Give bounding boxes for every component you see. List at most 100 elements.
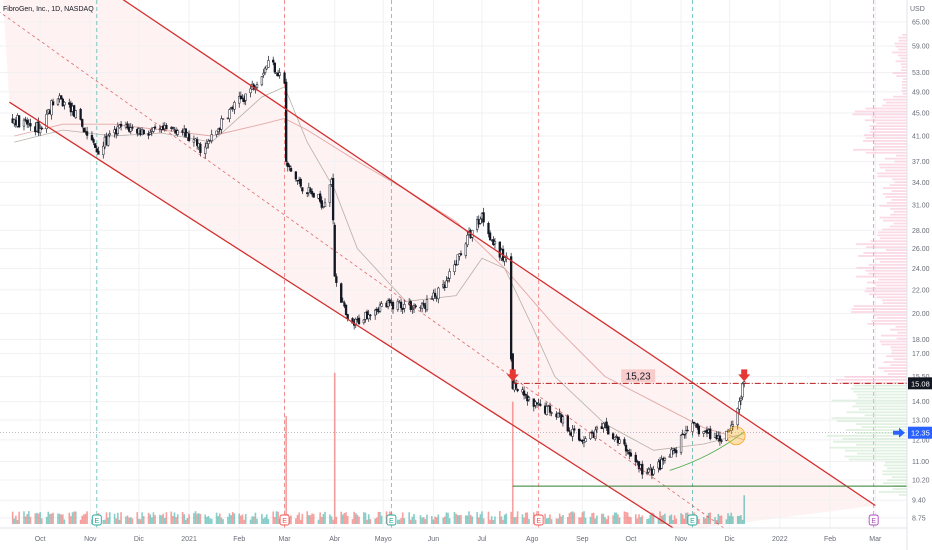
candle[interactable] [566, 414, 569, 433]
candle[interactable] [45, 109, 48, 133]
candle[interactable] [675, 447, 678, 458]
candle[interactable] [22, 117, 26, 131]
candle[interactable] [634, 452, 637, 467]
candle[interactable] [273, 62, 276, 74]
candle[interactable] [331, 173, 335, 225]
candle[interactable] [550, 411, 553, 417]
candle[interactable] [396, 298, 399, 312]
candle[interactable] [24, 116, 27, 123]
candle[interactable] [116, 122, 119, 136]
candle[interactable] [590, 429, 594, 434]
candle[interactable] [556, 412, 560, 418]
candle[interactable] [262, 68, 265, 78]
candle[interactable] [739, 395, 743, 406]
candle[interactable] [611, 432, 615, 440]
candle[interactable] [399, 298, 403, 312]
candle[interactable] [709, 425, 712, 441]
candle[interactable] [522, 386, 526, 400]
candle[interactable] [386, 298, 390, 310]
candle[interactable] [437, 286, 440, 304]
candle[interactable] [85, 126, 89, 140]
candle[interactable] [142, 129, 145, 135]
candle[interactable] [340, 282, 343, 303]
candle[interactable] [63, 101, 66, 110]
candle[interactable] [220, 115, 223, 134]
candle[interactable] [51, 98, 55, 106]
candle[interactable] [388, 298, 391, 307]
candle[interactable] [697, 424, 701, 437]
candle[interactable] [309, 186, 312, 195]
candle[interactable] [673, 448, 676, 454]
candle[interactable] [503, 256, 506, 266]
candle[interactable] [344, 304, 348, 316]
candle[interactable] [102, 141, 105, 159]
candle[interactable] [623, 437, 626, 447]
candle[interactable] [40, 125, 43, 130]
candle[interactable] [645, 468, 649, 476]
candle[interactable] [738, 397, 741, 414]
candle[interactable] [736, 407, 739, 430]
candle[interactable] [17, 115, 21, 129]
candle[interactable] [341, 297, 344, 303]
candle[interactable] [39, 124, 42, 136]
candle[interactable] [335, 273, 338, 287]
candle[interactable] [430, 295, 433, 300]
candle[interactable] [537, 398, 540, 407]
candle[interactable] [319, 190, 322, 204]
earnings-marker[interactable] [386, 514, 397, 526]
candle[interactable] [720, 438, 723, 444]
candle[interactable] [95, 145, 98, 153]
candle[interactable] [660, 455, 663, 470]
candle[interactable] [244, 93, 247, 106]
candle[interactable] [153, 124, 157, 130]
candle[interactable] [422, 300, 425, 308]
candle[interactable] [618, 436, 621, 445]
candle[interactable] [288, 163, 291, 171]
candle[interactable] [294, 171, 298, 182]
candle[interactable] [94, 143, 97, 149]
candle[interactable] [26, 117, 29, 128]
candle[interactable] [119, 121, 123, 131]
candle[interactable] [464, 242, 467, 259]
candle[interactable] [176, 128, 179, 137]
candle[interactable] [453, 260, 456, 276]
candle[interactable] [684, 425, 688, 439]
candle[interactable] [577, 428, 581, 442]
candle[interactable] [498, 241, 501, 261]
candle[interactable] [367, 309, 370, 322]
candle[interactable] [184, 128, 187, 138]
candle[interactable] [741, 381, 744, 401]
candle[interactable] [731, 420, 735, 431]
candle[interactable] [380, 301, 383, 307]
candle[interactable] [476, 216, 479, 233]
candle[interactable] [545, 402, 548, 416]
candle[interactable] [548, 402, 552, 416]
candle[interactable] [414, 303, 417, 309]
candle[interactable] [56, 98, 60, 107]
candle[interactable] [409, 299, 412, 313]
candle[interactable] [238, 91, 241, 108]
candle[interactable] [207, 138, 210, 149]
candle[interactable] [652, 465, 655, 476]
candle[interactable] [267, 55, 270, 68]
candle[interactable] [152, 127, 155, 133]
candle[interactable] [663, 456, 667, 464]
candle[interactable] [210, 129, 213, 144]
earnings-marker[interactable] [533, 514, 544, 526]
candle[interactable] [613, 437, 616, 442]
candle[interactable] [29, 118, 32, 131]
candle[interactable] [488, 230, 492, 241]
candle[interactable] [328, 184, 332, 208]
candle[interactable] [696, 422, 699, 430]
candle[interactable] [171, 126, 175, 130]
candle[interactable] [312, 192, 315, 198]
candle[interactable] [509, 252, 513, 362]
candle[interactable] [221, 118, 225, 120]
earnings-marker[interactable] [91, 514, 102, 526]
candle[interactable] [217, 128, 220, 135]
candle[interactable] [641, 460, 644, 479]
candle[interactable] [74, 110, 77, 119]
candle[interactable] [516, 388, 519, 393]
candle[interactable] [283, 71, 286, 85]
